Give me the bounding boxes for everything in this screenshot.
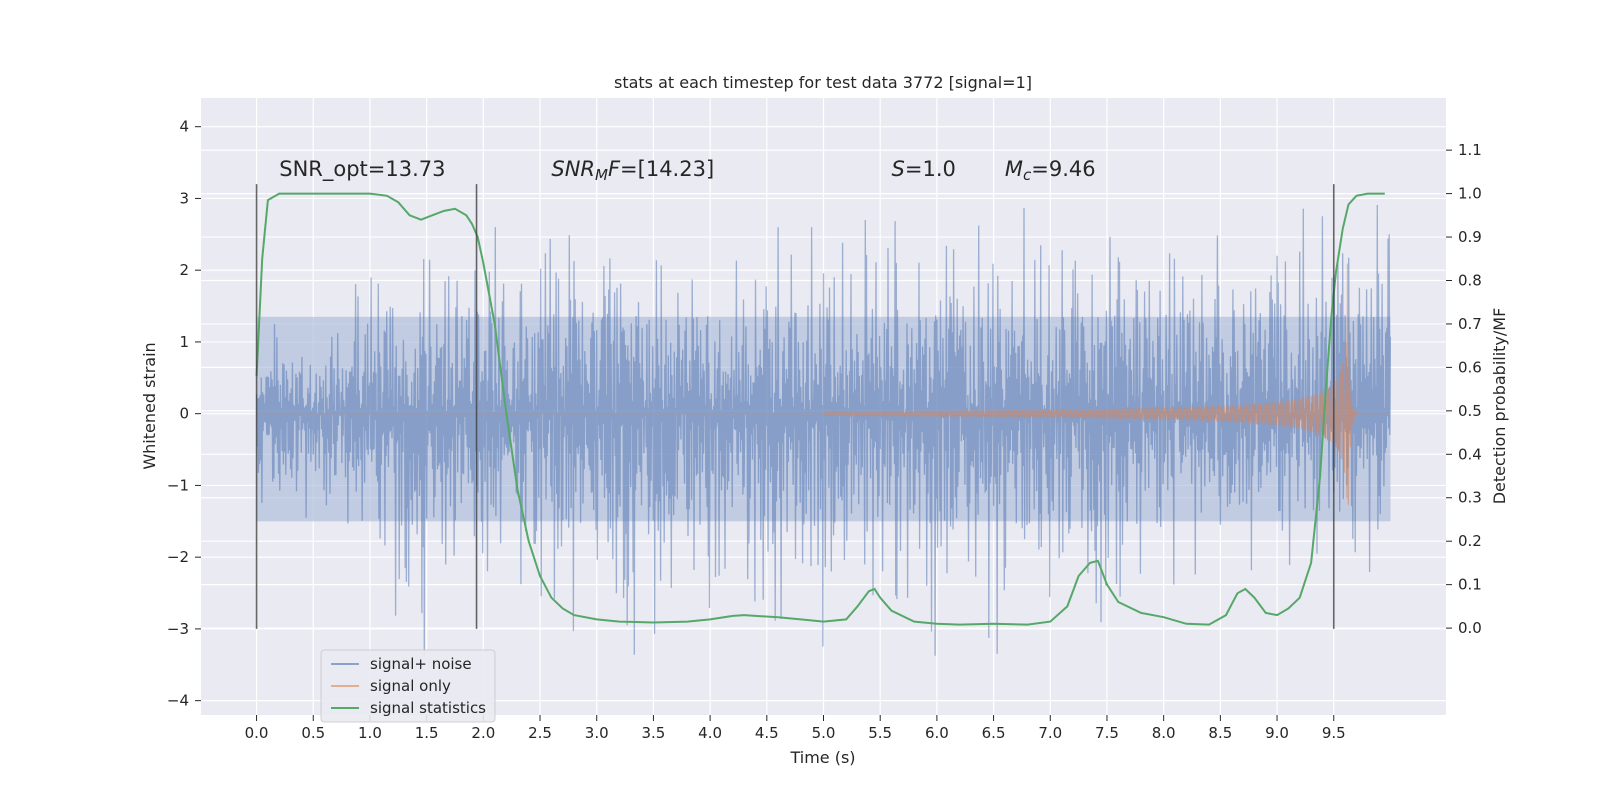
x-tick-label: 2.0 — [471, 724, 495, 742]
y2-tick-label: 0.4 — [1458, 445, 1482, 463]
legend: signal+ noise signal only signal statistic… — [320, 649, 496, 723]
y-axis-label: Whitened strain — [140, 342, 159, 469]
x-tick-label: 8.0 — [1152, 724, 1176, 742]
axis-layer: 0.0 0.5 1.0 1.5 2.0 2.5 3.0 3.5 4.0 4.5 5.0 5.5 6.0 6… — [167, 118, 1482, 742]
x-tick-label: 6.5 — [982, 724, 1006, 742]
x-tick-label: 6.0 — [925, 724, 949, 742]
y-tick-label: −4 — [167, 692, 189, 710]
x-tick-label: 3.5 — [641, 724, 665, 742]
x-tick-label: 5.5 — [868, 724, 892, 742]
x-tick-label: 0.0 — [245, 724, 269, 742]
signal-only-line — [256, 263, 1391, 505]
y-tick-label: 3 — [179, 189, 189, 207]
legend-label: signal+ noise — [370, 655, 472, 673]
y-tick-label: −2 — [167, 548, 189, 566]
x-tick-label: 9.0 — [1265, 724, 1289, 742]
x-axis-label: Time (s) — [789, 748, 855, 767]
y-tick-label: 0 — [179, 405, 189, 423]
signal-noise-line — [255, 204, 1392, 656]
x-tick-label: 9.5 — [1322, 724, 1346, 742]
x-tick-label: 2.5 — [528, 724, 552, 742]
chart-title: stats at each timestep for test data 377… — [614, 73, 1032, 92]
y-tick-label: 1 — [179, 333, 189, 351]
y2-tick-label: 0.6 — [1458, 358, 1482, 376]
x-tick-label: 3.0 — [585, 724, 609, 742]
y-tick-label: −1 — [167, 476, 189, 494]
x-tick-label: 1.5 — [415, 724, 439, 742]
y-tick-label: 2 — [179, 261, 189, 279]
x-tick-label: 4.0 — [698, 724, 722, 742]
legend-box — [320, 649, 496, 723]
vline-layer — [255, 184, 1335, 629]
x-tick-label: 7.5 — [1095, 724, 1119, 742]
y2-tick-label: 0.0 — [1458, 619, 1482, 637]
annotation-text: Mc=9.46 — [1005, 157, 1096, 184]
legend-label: signal statistics — [370, 699, 486, 717]
y2-tick-label: 0.7 — [1458, 315, 1482, 333]
y2-tick-label: 1.0 — [1458, 185, 1482, 203]
y2-tick-label: 0.3 — [1458, 489, 1482, 507]
y2-tick-label: 0.9 — [1458, 228, 1482, 246]
annotation-text: S=1.0 — [892, 157, 956, 181]
x-tick-label: 1.0 — [358, 724, 382, 742]
annotation-text: SNRMF=[14.23] — [551, 157, 714, 184]
y2-tick-label: 1.1 — [1458, 141, 1482, 159]
y2-tick-label: 0.8 — [1458, 271, 1482, 289]
annotation-text: SNR_opt=13.73 — [279, 157, 445, 182]
y2-tick-label: 0.1 — [1458, 576, 1482, 594]
x-tick-label: 5.0 — [812, 724, 836, 742]
signal-statistics-line — [255, 192, 1385, 626]
annotation-layer: SNR_opt=13.73 SNRMF=[14.23] S=1.0 Mc=9.46 — [279, 157, 1095, 184]
y2-tick-label: 0.5 — [1458, 402, 1482, 420]
y2-tick-label: 0.2 — [1458, 532, 1482, 550]
y2-axis-label: Detection probability/MF — [1490, 308, 1509, 505]
x-tick-label: 0.5 — [301, 724, 325, 742]
legend-label: signal only — [370, 677, 451, 695]
y-tick-label: −3 — [167, 620, 189, 638]
x-tick-label: 4.5 — [755, 724, 779, 742]
x-tick-label: 7.0 — [1038, 724, 1062, 742]
x-tick-label: 8.5 — [1208, 724, 1232, 742]
y-tick-label: 4 — [179, 118, 189, 136]
data-layer — [255, 192, 1392, 656]
